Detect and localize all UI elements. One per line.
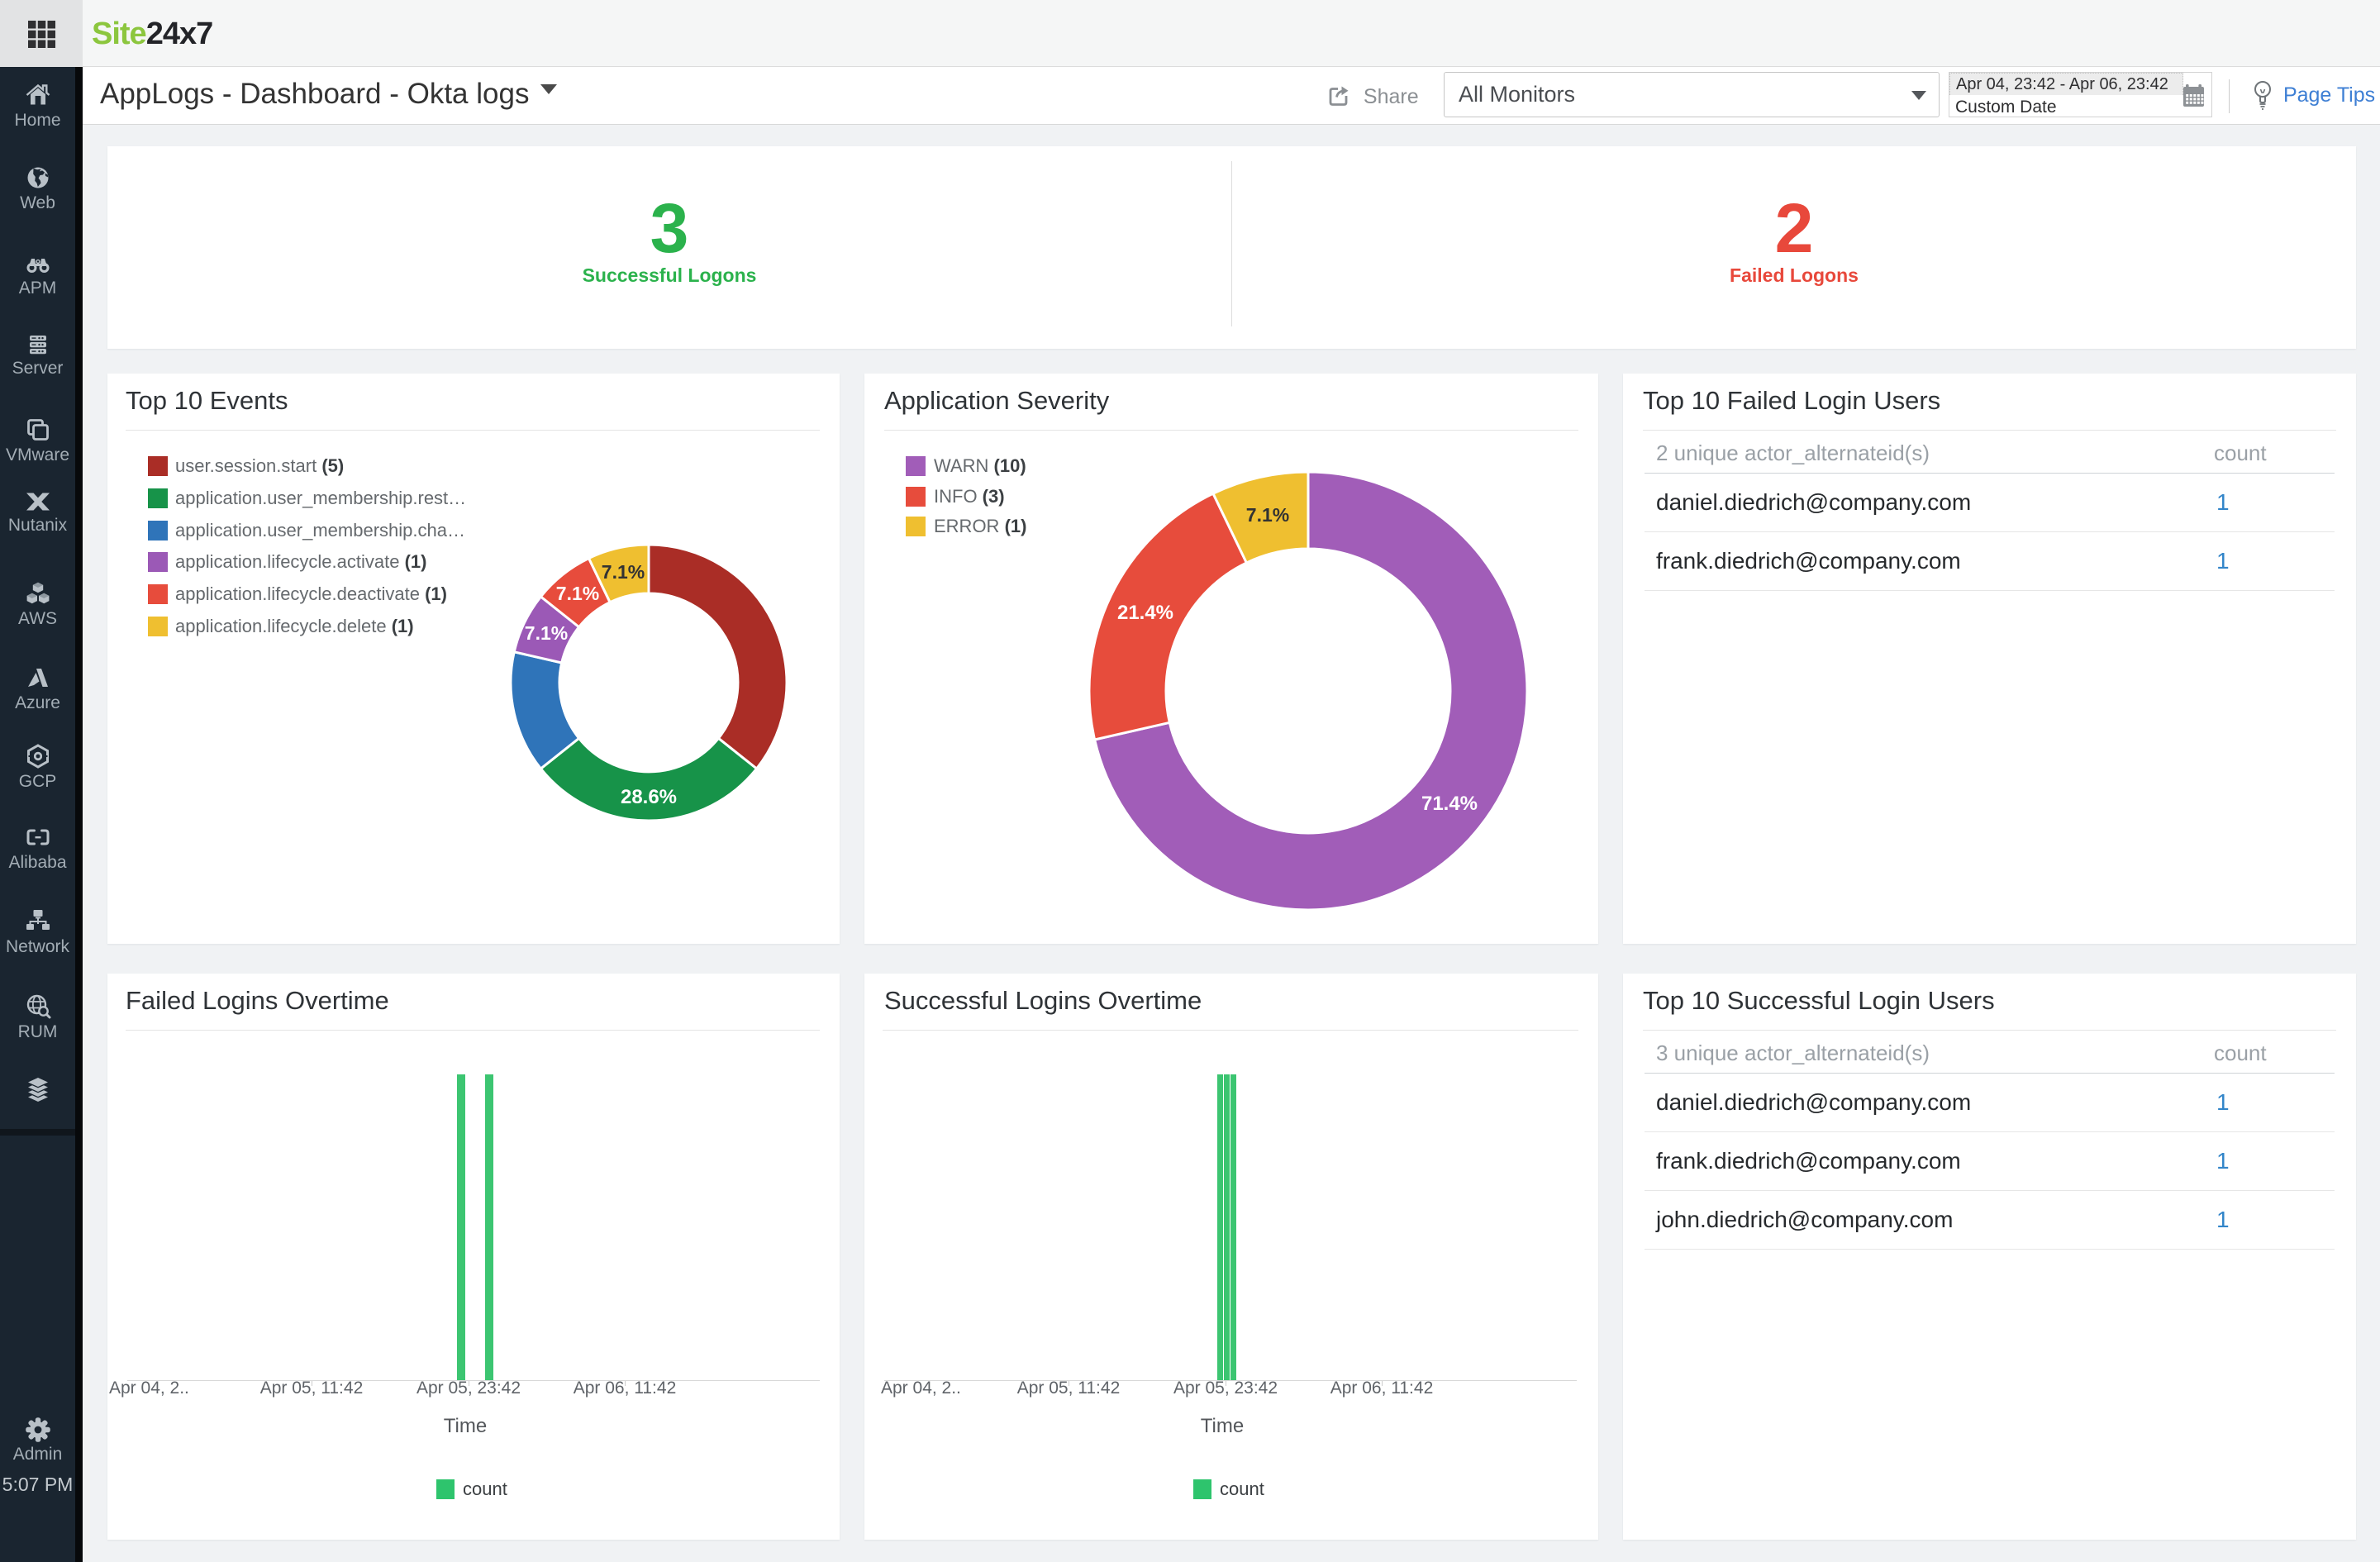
- svg-text:7.1%: 7.1%: [525, 622, 568, 644]
- svg-text:21.4%: 21.4%: [1117, 602, 1173, 624]
- svg-text:7.1%: 7.1%: [556, 583, 599, 604]
- svg-text:28.6%: 28.6%: [621, 786, 677, 808]
- svg-text:7.1%: 7.1%: [1246, 504, 1289, 526]
- svg-text:71.4%: 71.4%: [1421, 793, 1478, 815]
- svg-text:7.1%: 7.1%: [602, 561, 645, 583]
